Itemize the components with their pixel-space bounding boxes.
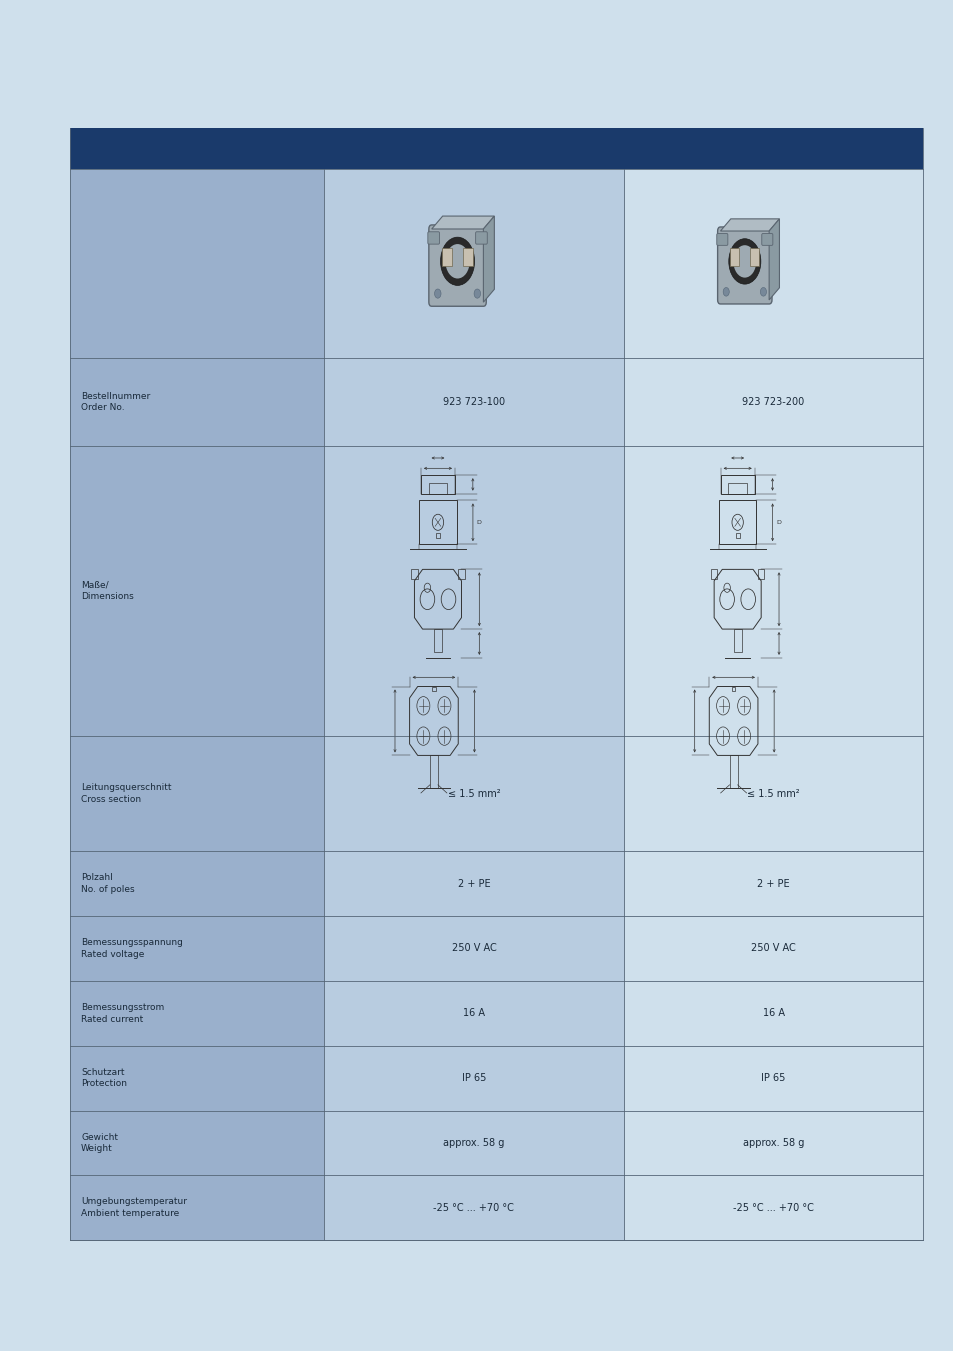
Text: approx. 58 g: approx. 58 g xyxy=(443,1138,504,1148)
FancyBboxPatch shape xyxy=(427,232,439,245)
Circle shape xyxy=(760,288,765,296)
Bar xyxy=(710,569,717,578)
Bar xyxy=(749,249,759,266)
Bar xyxy=(432,686,436,692)
Bar xyxy=(731,686,735,692)
Bar xyxy=(623,1175,923,1240)
Bar xyxy=(623,1111,923,1175)
Polygon shape xyxy=(432,216,494,230)
Circle shape xyxy=(733,246,756,278)
Bar xyxy=(70,1046,324,1111)
Circle shape xyxy=(722,288,728,296)
Bar xyxy=(324,1175,623,1240)
Circle shape xyxy=(728,239,760,284)
Bar xyxy=(418,500,456,544)
Bar xyxy=(324,981,623,1046)
Text: IP 65: IP 65 xyxy=(461,1073,486,1084)
Bar xyxy=(436,532,439,539)
Bar xyxy=(441,247,452,266)
Bar xyxy=(727,482,746,493)
Text: Umgebungstemperatur
Ambient temperature: Umgebungstemperatur Ambient temperature xyxy=(81,1197,187,1219)
Text: approx. 58 g: approx. 58 g xyxy=(742,1138,803,1148)
Bar xyxy=(428,482,447,493)
Text: Schutzart
Protection: Schutzart Protection xyxy=(81,1067,127,1089)
Text: Polzahl
No. of poles: Polzahl No. of poles xyxy=(81,873,134,894)
Text: Leitungsquerschnitt
Cross section: Leitungsquerschnitt Cross section xyxy=(81,784,172,804)
Bar xyxy=(623,169,923,358)
Bar xyxy=(324,736,623,851)
FancyBboxPatch shape xyxy=(717,227,771,304)
Bar xyxy=(70,1175,324,1240)
Polygon shape xyxy=(768,219,779,300)
Text: -25 °C ... +70 °C: -25 °C ... +70 °C xyxy=(733,1202,813,1213)
Bar xyxy=(420,476,455,493)
Text: ≤ 1.5 mm²: ≤ 1.5 mm² xyxy=(746,789,800,798)
Bar xyxy=(623,916,923,981)
FancyBboxPatch shape xyxy=(716,234,727,246)
Bar xyxy=(735,532,739,539)
Bar xyxy=(463,247,473,266)
Bar xyxy=(720,476,754,493)
Bar xyxy=(70,1111,324,1175)
Text: Gewicht
Weight: Gewicht Weight xyxy=(81,1132,118,1154)
Circle shape xyxy=(440,238,474,285)
Bar xyxy=(430,755,437,788)
Text: D: D xyxy=(776,520,781,524)
Bar xyxy=(623,736,923,851)
Bar xyxy=(623,446,923,736)
Bar xyxy=(324,446,623,736)
Bar xyxy=(411,569,417,578)
Bar xyxy=(70,446,324,736)
Text: -25 °C ... +70 °C: -25 °C ... +70 °C xyxy=(433,1202,514,1213)
Bar xyxy=(324,916,623,981)
Circle shape xyxy=(474,289,480,299)
Text: Bemessungsspannung
Rated voltage: Bemessungsspannung Rated voltage xyxy=(81,938,183,959)
Bar xyxy=(70,358,324,446)
FancyBboxPatch shape xyxy=(476,232,487,245)
Text: 2 + PE: 2 + PE xyxy=(457,878,490,889)
FancyBboxPatch shape xyxy=(429,226,486,307)
Text: 923 723-100: 923 723-100 xyxy=(442,397,504,407)
Polygon shape xyxy=(720,219,779,231)
Bar xyxy=(70,128,923,169)
Bar xyxy=(324,851,623,916)
Text: 2 + PE: 2 + PE xyxy=(757,878,789,889)
Bar xyxy=(623,851,923,916)
Bar xyxy=(324,1111,623,1175)
Bar xyxy=(70,851,324,916)
Bar xyxy=(757,569,763,578)
Text: D: D xyxy=(476,520,481,524)
Text: IP 65: IP 65 xyxy=(760,1073,785,1084)
Bar xyxy=(730,249,739,266)
Text: 16 A: 16 A xyxy=(761,1008,783,1019)
Text: 250 V AC: 250 V AC xyxy=(451,943,496,954)
Polygon shape xyxy=(483,216,494,303)
Bar xyxy=(434,630,441,653)
Bar xyxy=(70,169,324,358)
Bar xyxy=(623,981,923,1046)
Text: ≤ 1.5 mm²: ≤ 1.5 mm² xyxy=(447,789,499,798)
Bar xyxy=(324,169,623,358)
Bar xyxy=(457,569,464,578)
Text: 923 723-200: 923 723-200 xyxy=(741,397,804,407)
Bar xyxy=(729,755,737,788)
Bar xyxy=(70,981,324,1046)
Text: 16 A: 16 A xyxy=(462,1008,484,1019)
FancyBboxPatch shape xyxy=(761,234,772,246)
Bar xyxy=(719,500,756,544)
Bar xyxy=(324,1046,623,1111)
Text: Bemessungsstrom
Rated current: Bemessungsstrom Rated current xyxy=(81,1002,164,1024)
Bar xyxy=(70,736,324,851)
Bar xyxy=(623,1046,923,1111)
Text: Maße/
Dimensions: Maße/ Dimensions xyxy=(81,581,133,601)
Text: 250 V AC: 250 V AC xyxy=(750,943,795,954)
Circle shape xyxy=(445,245,469,278)
Bar xyxy=(324,358,623,446)
Text: Bestellnummer
Order No.: Bestellnummer Order No. xyxy=(81,392,151,412)
Bar xyxy=(623,358,923,446)
Bar xyxy=(733,630,740,653)
Bar xyxy=(70,916,324,981)
Circle shape xyxy=(435,289,440,299)
